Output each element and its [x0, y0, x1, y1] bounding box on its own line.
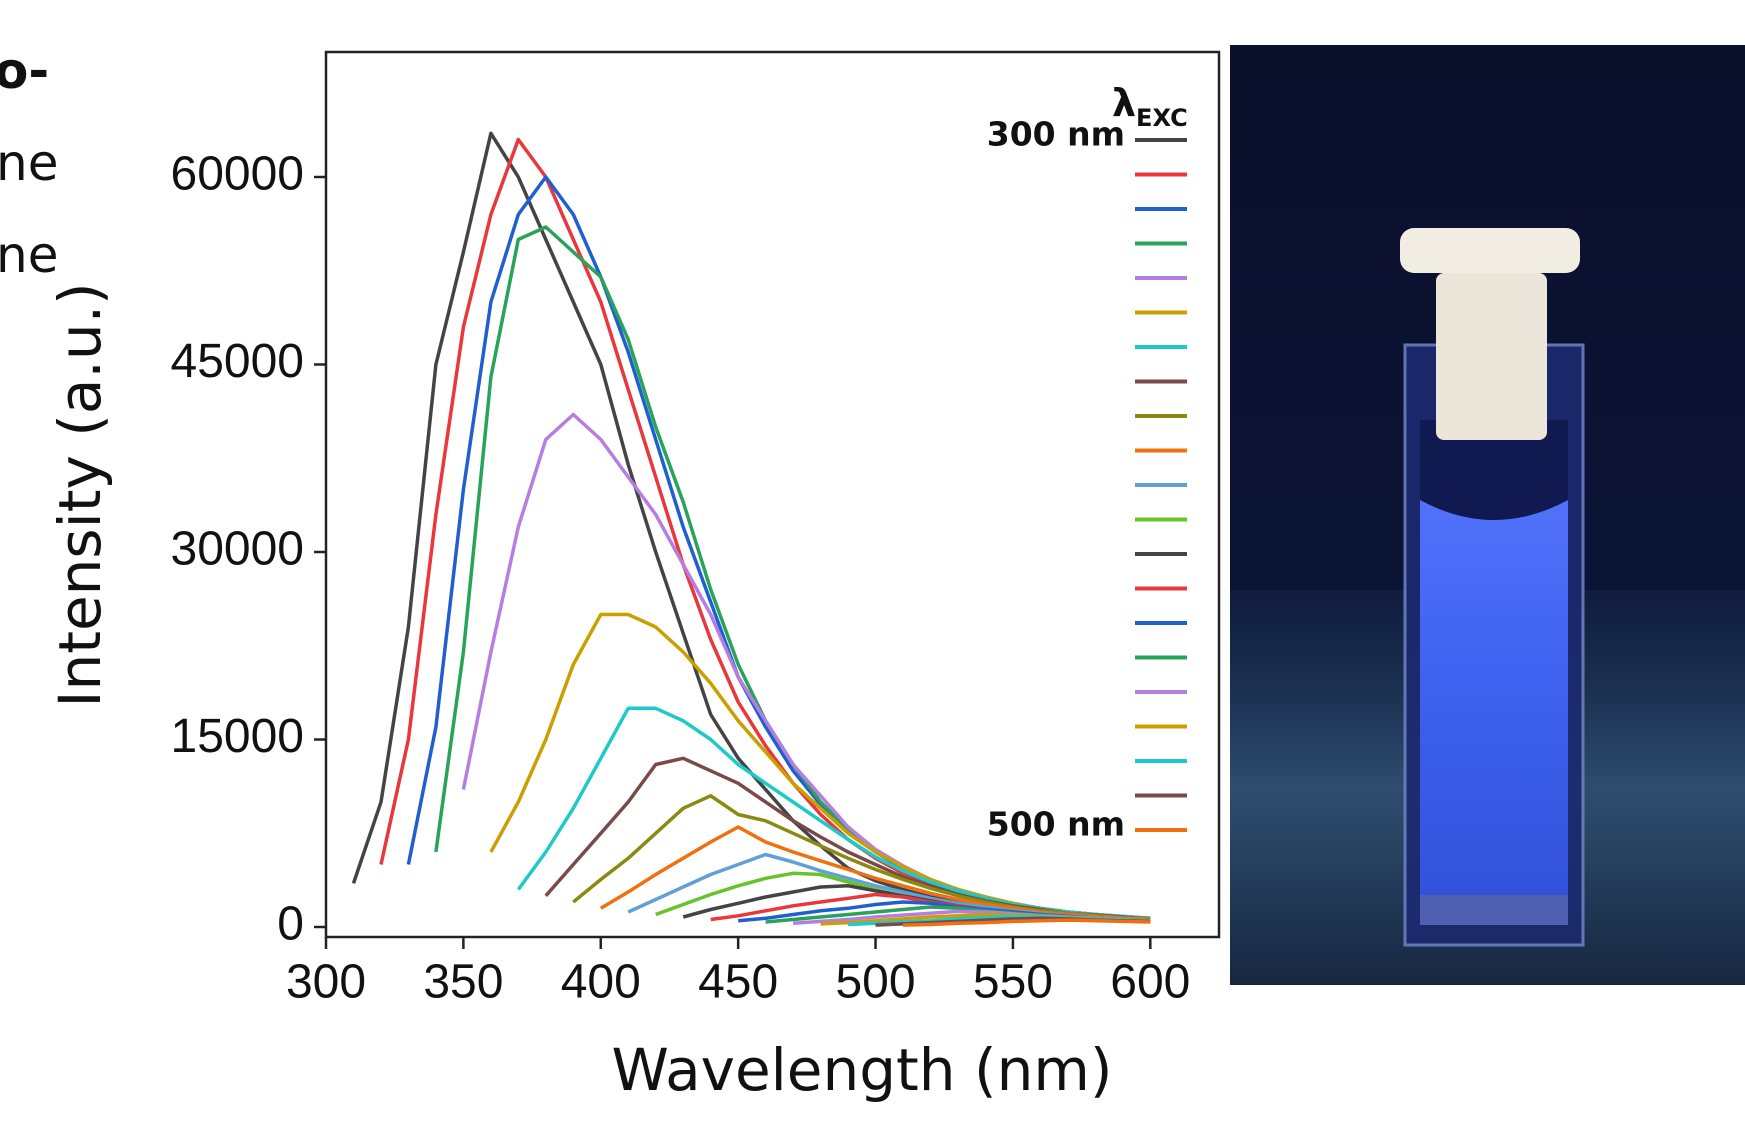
legend-title: λEXC: [1112, 81, 1188, 132]
x-tick-label: 350: [423, 956, 503, 1009]
x-tick-label: 500: [835, 956, 915, 1009]
spectrum-line: [351, 131, 1151, 922]
plot-frame: [324, 50, 1221, 939]
legend-label: 500 nm: [987, 805, 1125, 844]
y-tick-label: 45000: [171, 335, 304, 388]
y-tick-label: 15000: [171, 710, 304, 763]
x-tick-label: 400: [561, 956, 641, 1009]
y-tick-label: 0: [277, 898, 304, 951]
x-tick-label: 450: [698, 956, 778, 1009]
side-text: ne: [0, 226, 58, 284]
spectrum-line: [902, 918, 1151, 927]
legend-label: 300 nm: [987, 115, 1125, 154]
y-tick-label: 30000: [171, 523, 304, 576]
legend-title-symbol: λ: [1112, 81, 1136, 125]
y-tick-label: 60000: [171, 148, 304, 201]
side-text: ne: [0, 134, 58, 192]
photo: [1230, 45, 1745, 985]
x-tick-label: 600: [1110, 956, 1190, 1009]
x-axis-label: Wavelength (nm): [611, 1036, 1112, 1104]
x-tick-label: 300: [286, 956, 366, 1009]
side-text: o-: [0, 42, 49, 100]
legend-title-subscript: EXC: [1136, 104, 1188, 132]
x-tick-label: 550: [973, 956, 1053, 1009]
spectrum-line: [489, 612, 1151, 921]
y-axis-label: Intensity (a.u.): [46, 282, 114, 707]
